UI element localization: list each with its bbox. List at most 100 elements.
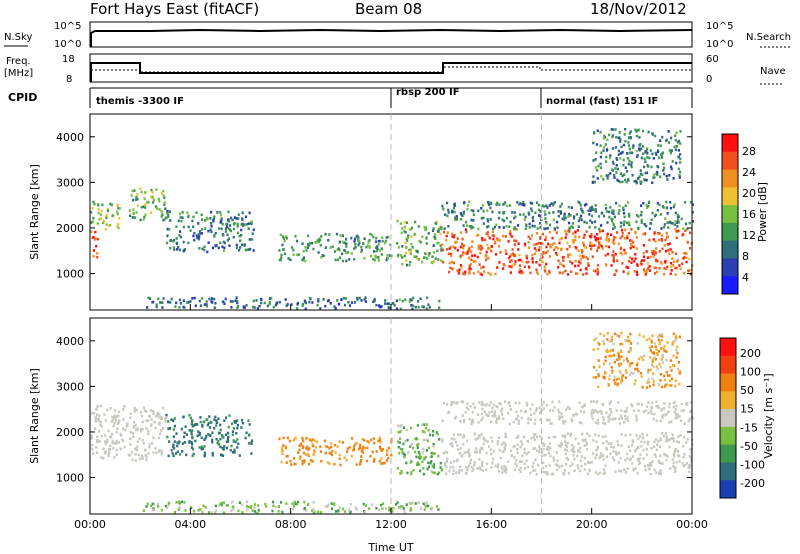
range-gate-cell	[610, 354, 613, 358]
range-gate-cell	[361, 438, 364, 441]
range-gate-cell	[593, 235, 596, 239]
range-gate-cell	[486, 220, 490, 223]
range-gate-cell	[646, 442, 649, 446]
range-gate-cell	[538, 445, 541, 448]
range-gate-cell	[613, 174, 616, 177]
range-gate-cell	[191, 454, 194, 458]
range-gate-cell	[594, 226, 597, 229]
range-gate-cell	[377, 304, 381, 307]
range-gate-cell	[333, 305, 336, 308]
range-gate-cell	[511, 248, 514, 251]
range-gate-cell	[536, 463, 540, 467]
range-gate-cell	[476, 255, 479, 259]
range-gate-cell	[96, 439, 99, 442]
freq-label-2: [MHz]	[4, 68, 33, 79]
range-gate-cell	[669, 165, 673, 169]
range-gate-cell	[144, 206, 147, 209]
range-gate-cell	[90, 437, 93, 440]
range-gate-cell	[685, 441, 688, 444]
range-gate-cell	[510, 454, 513, 457]
range-gate-cell	[223, 246, 226, 250]
range-gate-cell	[664, 260, 667, 263]
range-gate-cell	[132, 212, 135, 215]
range-gate-cell	[205, 434, 208, 438]
range-gate-cell	[133, 426, 136, 429]
range-gate-cell	[675, 440, 679, 443]
range-gate-cell	[542, 252, 546, 255]
range-gate-cell	[600, 410, 603, 413]
beam-title: Beam 08	[355, 0, 422, 18]
range-gate-cell	[132, 208, 135, 211]
range-gate-cell	[612, 223, 615, 227]
range-gate-cell	[569, 464, 572, 468]
range-gate-cell	[640, 356, 643, 359]
range-gate-cell	[416, 463, 419, 466]
range-gate-cell	[654, 240, 657, 243]
range-gate-cell	[639, 453, 642, 457]
range-gate-cell	[156, 411, 160, 415]
range-gate-cell	[677, 139, 681, 143]
range-gate-cell	[609, 349, 612, 353]
range-gate-cell	[673, 400, 676, 404]
range-gate-cell	[98, 414, 101, 417]
range-gate-cell	[155, 305, 158, 309]
range-gate-cell	[107, 454, 110, 458]
range-gate-cell	[448, 469, 451, 473]
range-gate-cell	[622, 211, 626, 215]
range-gate-cell	[594, 433, 597, 436]
range-gate-cell	[229, 229, 232, 233]
range-gate-cell	[400, 231, 403, 235]
range-gate-cell	[209, 228, 212, 231]
range-gate-cell	[272, 305, 275, 309]
range-gate-cell	[673, 449, 676, 452]
range-gate-cell	[637, 409, 640, 412]
range-gate-cell	[423, 508, 426, 511]
range-gate-cell	[135, 211, 138, 214]
range-gate-cell	[578, 401, 581, 405]
range-gate-cell	[590, 233, 593, 236]
range-gate-cell	[102, 456, 105, 460]
range-gate-cell	[406, 263, 409, 267]
range-gate-cell	[485, 468, 488, 471]
range-gate-cell	[252, 305, 255, 309]
range-gate-cell	[640, 156, 643, 160]
range-gate-cell	[619, 456, 622, 460]
range-gate-cell	[631, 173, 634, 177]
range-gate-cell	[662, 413, 665, 417]
range-gate-cell	[183, 431, 186, 435]
range-gate-cell	[576, 272, 579, 275]
range-gate-cell	[182, 305, 185, 309]
range-gate-cell	[406, 438, 409, 442]
range-gate-cell	[610, 366, 613, 369]
range-gate-cell	[147, 452, 150, 455]
range-gate-cell	[531, 224, 534, 228]
range-gate-cell	[265, 505, 268, 508]
range-gate-cell	[410, 426, 413, 430]
range-gate-cell	[496, 439, 499, 443]
range-gate-cell	[618, 417, 621, 421]
range-gate-cell	[543, 268, 546, 272]
range-gate-cell	[534, 418, 537, 422]
range-gate-cell	[95, 446, 98, 449]
colorbar-tick-label: 4	[742, 271, 749, 284]
range-gate-cell	[642, 255, 646, 259]
range-gate-cell	[317, 251, 320, 254]
range-gate-cell	[632, 409, 636, 412]
range-gate-cell	[625, 265, 628, 269]
colorbar-swatch	[720, 391, 736, 410]
range-gate-cell	[592, 141, 595, 145]
range-gate-cell	[670, 384, 673, 387]
range-gate-cell	[472, 467, 475, 471]
range-gate-cell	[171, 452, 174, 455]
range-gate-cell	[679, 434, 682, 437]
range-gate-cell	[403, 229, 406, 233]
range-gate-cell	[535, 268, 538, 271]
range-gate-cell	[197, 233, 200, 236]
range-gate-cell	[612, 162, 615, 166]
range-gate-cell	[442, 207, 445, 211]
range-gate-cell	[615, 269, 618, 273]
range-gate-cell	[142, 442, 145, 445]
range-gate-cell	[644, 171, 647, 175]
range-gate-cell	[674, 339, 677, 342]
range-gate-cell	[153, 420, 156, 424]
